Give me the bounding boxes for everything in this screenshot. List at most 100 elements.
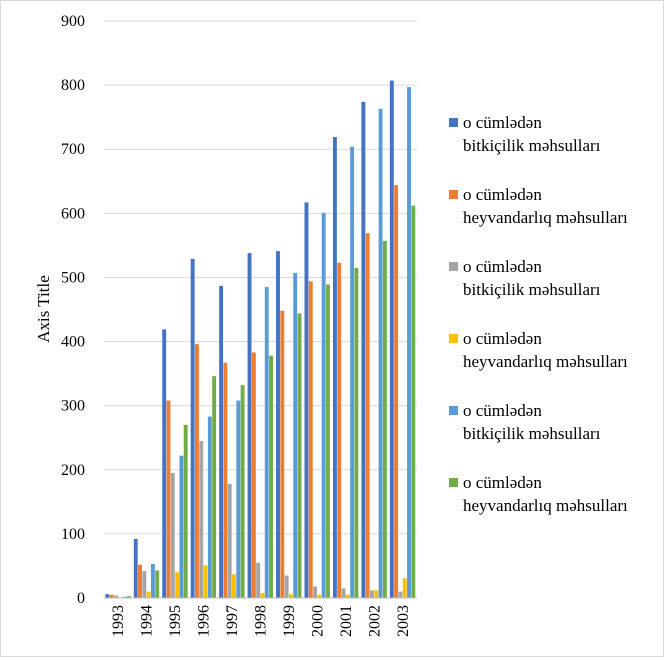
y-tick-label: 600: [61, 205, 85, 222]
bar: [293, 272, 298, 598]
bar: [341, 588, 346, 598]
bar: [370, 590, 374, 598]
bar: [269, 355, 273, 598]
legend-entry-line: o cümlədən: [463, 401, 542, 420]
bar: [354, 267, 359, 598]
bar: [365, 233, 370, 598]
bar: [146, 591, 151, 598]
legend-entry-line: bitkiçilik məhsulları: [463, 280, 601, 299]
x-tick-label: 2000: [309, 605, 326, 637]
bar: [109, 594, 114, 598]
legend-entry-line: heyvandarlıq məhsulları: [463, 208, 628, 227]
bar: [170, 472, 175, 598]
legend-swatch: [449, 334, 458, 343]
x-tick-label: 1997: [224, 605, 241, 637]
y-tick-label: 800: [61, 77, 85, 94]
legend-swatch: [449, 406, 458, 415]
legend-swatch: [449, 478, 458, 487]
bar: [284, 575, 289, 598]
bar: [223, 362, 228, 598]
bar: [232, 574, 236, 598]
y-tick-label: 200: [61, 462, 85, 479]
bar: [411, 205, 416, 598]
bar: [203, 565, 208, 598]
bar: [199, 440, 204, 598]
bar: [378, 108, 383, 598]
bar: [105, 594, 110, 598]
bar: [297, 313, 302, 598]
bar: [155, 570, 160, 598]
legend-swatch: [449, 118, 458, 127]
bar: [212, 376, 217, 598]
bar: [190, 258, 195, 598]
y-tick-label: 100: [61, 526, 85, 543]
bar: [394, 185, 399, 598]
x-tick-label: 1994: [139, 605, 156, 637]
x-tick-label: 2001: [338, 605, 355, 637]
bar: [288, 594, 293, 598]
y-tick-label: 500: [61, 269, 85, 286]
x-tick-label: 1996: [196, 605, 213, 637]
bar: [326, 284, 330, 598]
legend-entry-line: o cümlədən: [463, 257, 542, 276]
y-tick-label: 900: [61, 13, 85, 30]
bar: [402, 578, 407, 598]
bar: [166, 400, 171, 598]
bar: [398, 591, 403, 598]
bar: [236, 400, 241, 598]
y-tick-label: 400: [61, 334, 85, 351]
bar: [313, 586, 318, 598]
x-tick-label: 1993: [110, 605, 127, 637]
x-tick-label: 1995: [167, 605, 184, 637]
bar: [194, 344, 199, 598]
bar: [183, 424, 188, 598]
legend: o cümlədən bitkiçilik məhsulları o cümlədə…: [449, 113, 628, 515]
bar: [317, 594, 322, 598]
bar: [113, 595, 118, 598]
bar: [321, 212, 326, 598]
bar: [150, 564, 155, 598]
bar: [276, 251, 280, 598]
bar: [126, 596, 131, 598]
x-tick-label: 2003: [395, 605, 412, 637]
bar: [207, 416, 212, 598]
bar: [332, 137, 337, 599]
legend-entry-line: bitkiçilik məhsulları: [463, 424, 601, 443]
legend-entry-line: o cümlədən: [463, 113, 542, 132]
bar: [382, 240, 387, 598]
legend-entry-line: o cümlədən: [463, 329, 542, 348]
y-axis-title: Axis Title: [34, 275, 53, 343]
legend-entry-line: o cümlədən: [463, 473, 542, 492]
bar: [142, 571, 147, 598]
bar: [219, 285, 224, 598]
bar: [389, 80, 394, 599]
bar: [260, 592, 265, 598]
bar: [361, 101, 366, 598]
bar: [337, 262, 342, 598]
bar: [251, 352, 256, 598]
legend-swatch: [449, 190, 458, 199]
bar: [374, 590, 379, 598]
bar: [240, 385, 245, 598]
gridlines: [104, 20, 417, 535]
bar: [264, 287, 269, 598]
legend-swatch: [449, 262, 458, 271]
bar: [345, 594, 350, 598]
y-tick-label: 300: [61, 398, 85, 415]
bar: [122, 596, 127, 598]
bar: [175, 572, 180, 598]
bar: [350, 146, 355, 598]
bar: [407, 87, 411, 598]
bar: [133, 539, 138, 598]
legend-entry-line: heyvandarlıq məhsulları: [463, 352, 628, 371]
bar: [138, 564, 142, 598]
bar: [256, 562, 261, 598]
x-tick-label: 1998: [253, 605, 270, 637]
legend-entry-line: heyvandarlıq məhsulları: [463, 496, 628, 515]
x-tick-label: 2002: [366, 605, 383, 637]
legend-entry-line: o cümlədən: [463, 185, 542, 204]
y-tick-label: 0: [77, 590, 85, 607]
bar: [162, 329, 167, 598]
x-tick-label: 1999: [281, 605, 298, 637]
